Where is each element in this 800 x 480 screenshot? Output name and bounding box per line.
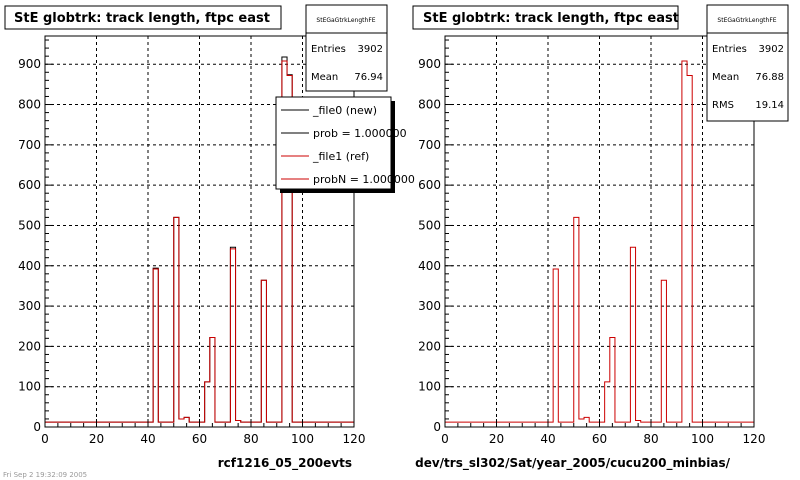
y-tick-label: 500 <box>18 218 41 232</box>
y-tick-label: 0 <box>433 420 441 434</box>
y-tick-label: 600 <box>418 178 441 192</box>
right-stats-label-entries: Entries <box>712 44 747 55</box>
left-grid <box>45 36 354 427</box>
right-x-ticks: 0 20 40 60 80 100 120 <box>441 419 765 446</box>
left-histogram-pad: 0 100 200 300 400 500 600 700 800 900 0 20 40 60 80 10… <box>4 4 415 471</box>
right-histogram-pad: 0 100 200 300 400 500 600 700 800 900 0 20 40 60 80 10… <box>412 4 789 471</box>
x-tick-label: 60 <box>592 432 607 446</box>
left-stats-name: StEGaGtrkLengthFE <box>316 17 375 24</box>
right-stats-box: StEGaGtrkLengthFE Entries 3902 Mean 76.8… <box>706 4 789 122</box>
legend-label-new: _file0 (new) <box>312 104 377 117</box>
left-chart-title: StE globtrk: track length, ftpc east <box>14 11 270 26</box>
x-tick-label: 0 <box>441 432 449 446</box>
left-stats-label-mean: Mean <box>311 72 338 83</box>
legend-label-prob: prob = 1.000000 <box>313 127 407 140</box>
left-x-axis-label: rcf1216_05_200evts <box>218 456 352 471</box>
x-tick-label: 80 <box>643 432 658 446</box>
x-tick-label: 100 <box>691 432 714 446</box>
y-tick-label: 600 <box>18 178 41 192</box>
left-legend: _file0 (new) prob = 1.000000 _file1 (ref… <box>275 96 415 193</box>
x-tick-label: 40 <box>140 432 155 446</box>
left-stats-box: StEGaGtrkLengthFE Entries 3902 Mean 76.9… <box>305 4 388 92</box>
right-stats-value-rms: 19.14 <box>755 100 784 111</box>
left-title-box <box>4 5 282 30</box>
y-tick-label: 100 <box>418 380 441 394</box>
y-tick-label: 700 <box>18 138 41 152</box>
left-y-ticks: 0 100 200 300 400 500 600 700 800 900 <box>18 39 53 434</box>
y-tick-label: 200 <box>18 339 41 353</box>
x-tick-label: 80 <box>243 432 258 446</box>
right-stats-value-entries: 3902 <box>759 44 784 55</box>
right-histogram-series <box>445 60 754 423</box>
y-tick-label: 500 <box>418 218 441 232</box>
right-stats-name: StEGaGtrkLengthFE <box>717 17 776 24</box>
footer-timestamp: Fri Sep 2 19:32:09 2005 <box>3 471 87 479</box>
y-tick-label: 900 <box>18 57 41 71</box>
y-tick-label: 400 <box>18 259 41 273</box>
x-tick-label: 20 <box>489 432 504 446</box>
left-x-ticks: 0 20 40 60 80 100 120 <box>41 419 365 446</box>
histogram-series-0 <box>445 60 754 423</box>
right-chart-title: StE globtrk: track length, ftpc east <box>423 11 679 26</box>
y-tick-label: 700 <box>418 138 441 152</box>
right-stats-label-mean: Mean <box>712 72 739 83</box>
right-x-axis-label: dev/trs_sl302/Sat/year_2005/cucu200_minb… <box>415 456 731 471</box>
right-stats-label-rms: RMS <box>712 100 734 111</box>
right-y-ticks: 0 100 200 300 400 500 600 700 800 900 <box>418 39 453 434</box>
y-tick-label: 400 <box>418 259 441 273</box>
x-tick-label: 60 <box>192 432 207 446</box>
x-tick-label: 20 <box>89 432 104 446</box>
y-tick-label: 800 <box>18 98 41 112</box>
legend-label-probn: probN = 1.000000 <box>313 173 415 186</box>
x-tick-label: 0 <box>41 432 49 446</box>
y-tick-label: 300 <box>18 299 41 313</box>
legend-box <box>275 96 392 190</box>
x-tick-label: 120 <box>343 432 366 446</box>
left-stats-value-mean: 76.94 <box>354 72 383 83</box>
right-title-box <box>412 5 679 30</box>
left-stats-value-entries: 3902 <box>358 44 383 55</box>
y-tick-label: 800 <box>418 98 441 112</box>
x-tick-label: 120 <box>743 432 766 446</box>
x-tick-label: 100 <box>291 432 314 446</box>
y-tick-label: 0 <box>33 420 41 434</box>
legend-label-ref: _file1 (ref) <box>312 150 369 163</box>
x-tick-label: 40 <box>540 432 555 446</box>
y-tick-label: 300 <box>418 299 441 313</box>
right-stats-value-mean: 76.88 <box>755 72 784 83</box>
y-tick-label: 200 <box>418 339 441 353</box>
y-tick-label: 900 <box>418 57 441 71</box>
y-tick-label: 100 <box>18 380 41 394</box>
left-stats-label-entries: Entries <box>311 44 346 55</box>
right-grid <box>445 36 754 427</box>
